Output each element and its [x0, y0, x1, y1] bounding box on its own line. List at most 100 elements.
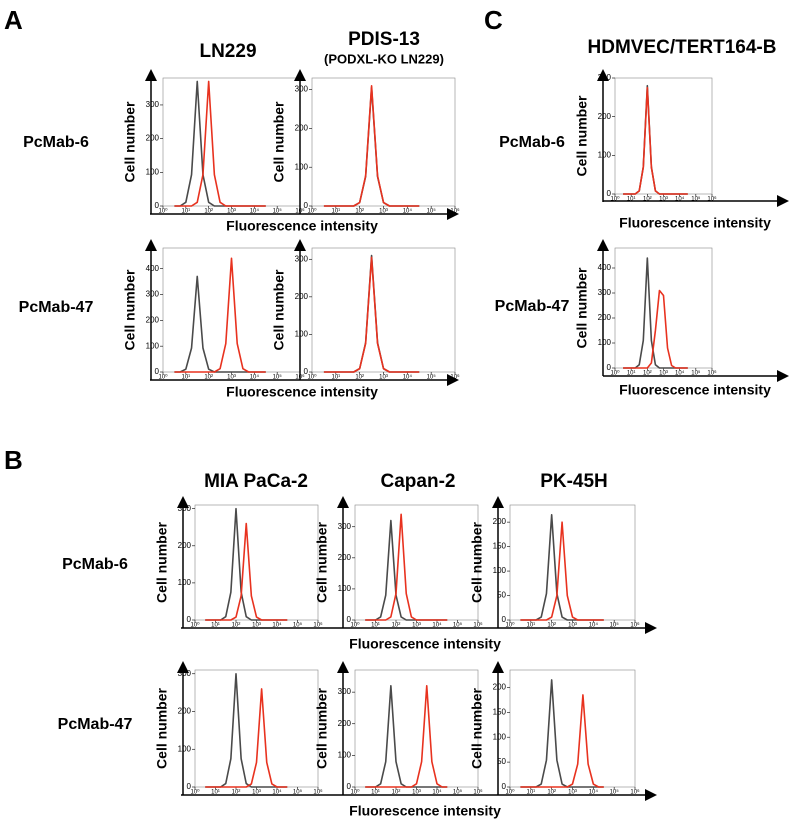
x-tick-label: 10⁶ — [450, 374, 460, 381]
y-tick-label: 100 — [178, 578, 192, 587]
plot-frame — [354, 504, 479, 621]
x-tick-label: 10² — [547, 790, 556, 796]
y-axis-title: Cell number — [574, 95, 590, 176]
x-tick-label: 10⁵ — [610, 789, 620, 796]
histogram-line — [323, 86, 420, 207]
x-tick-label: 10² — [232, 790, 241, 796]
x-tick-label: 10² — [355, 375, 364, 381]
y-axis-title: Cell number — [469, 521, 485, 602]
x-tick-label: 10⁴ — [589, 622, 599, 629]
column-title: HDMVEC/TERT164-B — [588, 37, 777, 58]
histogram-line — [205, 688, 288, 788]
y-tick-label: 200 — [598, 112, 612, 121]
y-axis-title: Cell number — [314, 687, 330, 768]
y-tick-label: 100 — [295, 330, 309, 339]
y-axis-title: Cell number — [154, 687, 170, 768]
plot-frame — [354, 669, 479, 788]
y-tick-label: 300 — [178, 504, 192, 513]
y-tick-label: 300 — [295, 254, 309, 263]
row-label: PcMab-47 — [58, 716, 133, 733]
column-title: MIA PaCa-2 — [204, 471, 308, 492]
plot-frame — [311, 247, 456, 373]
row-label: PcMab-6 — [62, 556, 128, 573]
x-tick-label: 10⁵ — [293, 789, 303, 796]
x-tick-label: 10⁵ — [293, 622, 303, 629]
x-tick-label: 10² — [232, 623, 241, 629]
y-tick-label: 100 — [295, 162, 309, 171]
y-tick-label: 100 — [493, 566, 507, 575]
x-tick-label: 10³ — [379, 209, 388, 215]
histogram-line — [623, 84, 688, 195]
x-tick-label: 10⁶ — [473, 789, 483, 796]
x-axis-title: Fluorescence intensity — [619, 215, 771, 231]
histogram-line — [205, 522, 288, 621]
y-tick-label: 300 — [598, 73, 612, 82]
column-title: LN229 — [199, 41, 256, 62]
histogram-line — [323, 84, 420, 207]
column-title: PK-45H — [540, 471, 608, 492]
y-tick-label: 0 — [607, 363, 612, 372]
histogram-line — [520, 679, 604, 788]
y-axis-title: Cell number — [271, 269, 287, 350]
x-tick-label: 10⁴ — [403, 374, 413, 381]
x-tick-label: 10⁴ — [272, 622, 282, 629]
histogram-line — [623, 289, 688, 369]
x-tick-label: 10¹ — [526, 790, 535, 796]
y-tick-label: 400 — [146, 264, 160, 273]
x-tick-label: 10⁴ — [432, 789, 442, 796]
x-tick-label: 10⁶ — [707, 196, 717, 203]
y-tick-label: 200 — [493, 517, 507, 526]
x-tick-label: 10¹ — [371, 790, 380, 796]
plot-frame — [509, 669, 636, 788]
x-tick-label: 10⁵ — [691, 196, 701, 203]
x-tick-label: 10² — [392, 790, 401, 796]
x-tick-label: 10⁰ — [350, 622, 360, 629]
y-tick-label: 200 — [146, 134, 160, 143]
x-tick-label: 10¹ — [181, 375, 190, 381]
y-tick-label: 300 — [146, 100, 160, 109]
y-tick-label: 100 — [338, 584, 352, 593]
panel-letter: C — [484, 5, 503, 35]
x-tick-label: 10³ — [659, 371, 668, 377]
x-tick-label: 10³ — [568, 790, 577, 796]
x-tick-label: 10⁵ — [427, 374, 437, 381]
y-tick-label: 200 — [338, 553, 352, 562]
y-tick-label: 50 — [497, 591, 506, 600]
x-tick-label: 10⁴ — [250, 208, 260, 215]
histogram-line — [623, 86, 688, 195]
x-tick-label: 10¹ — [331, 209, 340, 215]
histogram-line — [365, 519, 448, 621]
histogram-line — [520, 521, 604, 621]
x-tick-label: 10³ — [227, 209, 236, 215]
y-axis-title: Cell number — [154, 521, 170, 602]
x-tick-label: 10³ — [412, 790, 421, 796]
y-tick-label: 0 — [155, 367, 160, 376]
histogram-line — [174, 80, 266, 207]
x-tick-label: 10¹ — [627, 197, 636, 203]
y-tick-label: 100 — [146, 167, 160, 176]
x-tick-label: 10⁶ — [630, 789, 640, 796]
histogram-line — [323, 254, 420, 373]
plot-frame — [614, 247, 713, 369]
plot-frame — [509, 504, 636, 621]
y-tick-label: 50 — [497, 757, 506, 766]
row-label: PcMab-47 — [19, 299, 94, 316]
x-tick-label: 10¹ — [371, 623, 380, 629]
x-tick-label: 10¹ — [211, 790, 220, 796]
x-tick-label: 10¹ — [181, 209, 190, 215]
y-tick-label: 100 — [338, 750, 352, 759]
row-label: PcMab-6 — [499, 134, 565, 151]
x-tick-label: 10⁶ — [450, 208, 460, 215]
y-tick-label: 0 — [502, 782, 507, 791]
x-tick-label: 10⁴ — [675, 196, 685, 203]
x-tick-label: 10⁴ — [272, 789, 282, 796]
y-tick-label: 150 — [493, 542, 507, 551]
x-tick-label: 10⁰ — [610, 370, 620, 377]
y-tick-label: 300 — [295, 85, 309, 94]
y-tick-label: 200 — [295, 124, 309, 133]
y-tick-label: 0 — [155, 201, 160, 210]
y-tick-label: 300 — [598, 288, 612, 297]
x-tick-label: 10¹ — [331, 375, 340, 381]
y-axis-title: Cell number — [122, 101, 138, 182]
y-tick-label: 200 — [598, 313, 612, 322]
